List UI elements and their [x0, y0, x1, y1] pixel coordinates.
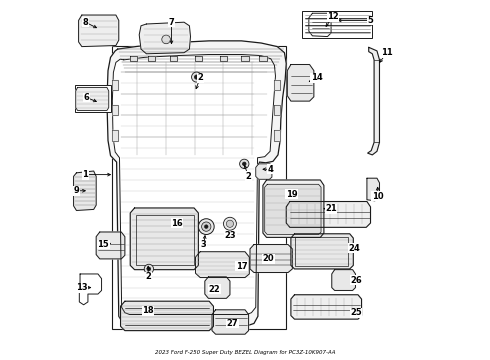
Text: 19: 19 [286, 190, 297, 199]
Text: 20: 20 [263, 255, 274, 264]
Bar [74, 85, 111, 112]
Polygon shape [367, 178, 379, 201]
Polygon shape [265, 184, 321, 234]
Text: 14: 14 [311, 73, 322, 82]
Bar [295, 237, 348, 266]
Circle shape [162, 35, 171, 44]
Polygon shape [139, 22, 191, 54]
Text: 12: 12 [327, 12, 339, 21]
Text: 3: 3 [201, 240, 207, 249]
Text: 2: 2 [197, 73, 203, 82]
Text: 2: 2 [245, 172, 251, 181]
Polygon shape [220, 56, 227, 61]
Text: 5: 5 [368, 16, 373, 25]
Polygon shape [130, 56, 137, 61]
Text: 7: 7 [169, 18, 174, 27]
Text: 4: 4 [267, 165, 273, 174]
Polygon shape [76, 87, 109, 111]
Text: 26: 26 [350, 276, 362, 285]
Polygon shape [112, 130, 118, 140]
Polygon shape [291, 234, 353, 269]
Circle shape [223, 217, 236, 230]
Text: 2: 2 [145, 272, 151, 281]
Text: 8: 8 [82, 18, 88, 27]
Circle shape [192, 72, 201, 82]
Polygon shape [256, 164, 272, 179]
Polygon shape [274, 105, 280, 116]
Polygon shape [291, 295, 362, 319]
Polygon shape [130, 208, 198, 270]
Circle shape [144, 264, 153, 274]
Text: 1: 1 [82, 170, 88, 179]
Text: 13: 13 [76, 283, 88, 292]
Polygon shape [332, 270, 355, 291]
Bar [112, 45, 286, 329]
Polygon shape [263, 180, 324, 237]
Text: 15: 15 [98, 240, 109, 249]
Polygon shape [112, 105, 118, 116]
Text: 2023 Ford F-250 Super Duty BEZEL Diagram for PC3Z-10K907-AA: 2023 Ford F-250 Super Duty BEZEL Diagram… [155, 350, 335, 355]
Text: 9: 9 [74, 186, 79, 195]
Polygon shape [205, 277, 230, 298]
Polygon shape [286, 202, 370, 227]
Polygon shape [170, 56, 177, 61]
Text: 11: 11 [381, 48, 392, 57]
Polygon shape [112, 80, 118, 90]
Polygon shape [107, 41, 286, 325]
Polygon shape [148, 56, 155, 61]
Circle shape [201, 222, 211, 231]
Circle shape [243, 162, 246, 166]
Polygon shape [196, 252, 249, 278]
Polygon shape [242, 56, 248, 61]
Text: 23: 23 [225, 231, 237, 240]
Polygon shape [250, 244, 293, 273]
Text: 25: 25 [350, 308, 362, 317]
Polygon shape [96, 232, 125, 259]
Polygon shape [287, 64, 314, 101]
Polygon shape [121, 301, 214, 330]
Polygon shape [74, 171, 96, 211]
Polygon shape [368, 47, 379, 155]
Polygon shape [274, 130, 280, 140]
Text: 24: 24 [348, 244, 360, 253]
Text: 10: 10 [372, 192, 384, 201]
Polygon shape [112, 54, 275, 315]
Text: 21: 21 [325, 204, 337, 213]
Polygon shape [309, 13, 331, 37]
Text: 6: 6 [84, 93, 90, 102]
Polygon shape [259, 56, 267, 61]
Polygon shape [212, 310, 248, 334]
Bar [136, 215, 194, 265]
Polygon shape [78, 15, 119, 46]
Polygon shape [195, 56, 202, 61]
Circle shape [198, 219, 214, 234]
Text: 22: 22 [209, 285, 221, 294]
Text: 18: 18 [143, 306, 154, 315]
Circle shape [226, 220, 234, 227]
Text: 17: 17 [236, 262, 247, 271]
Circle shape [195, 75, 199, 79]
Bar [302, 11, 372, 38]
Polygon shape [274, 80, 280, 90]
Text: 27: 27 [227, 319, 238, 328]
Circle shape [147, 267, 151, 271]
Circle shape [240, 159, 249, 168]
Text: 16: 16 [171, 219, 183, 228]
Circle shape [204, 225, 208, 228]
